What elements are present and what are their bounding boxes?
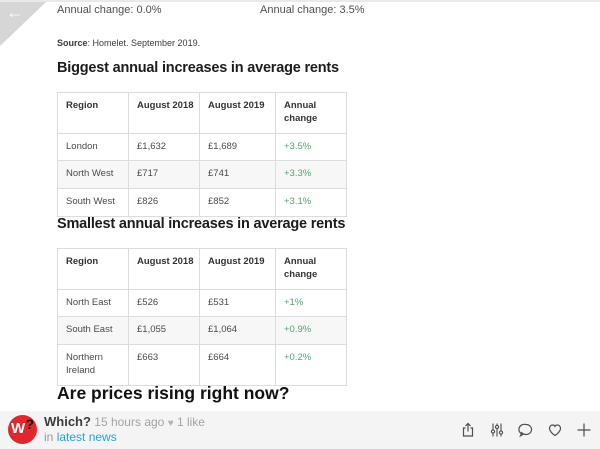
like-button[interactable]: [547, 422, 563, 438]
col-header-region: Region: [57, 92, 129, 134]
author-name[interactable]: Which?: [44, 414, 91, 429]
table-header-row: Region August 2018 August 2019 Annual ch…: [57, 248, 347, 290]
region-cell: North West: [57, 160, 129, 190]
region-cell: South West: [57, 188, 129, 218]
col-header-region: Region: [57, 248, 129, 290]
plus-icon: [577, 423, 591, 437]
table-row: South West £826 £852 +3.1%: [57, 188, 347, 218]
share-button[interactable]: [460, 422, 476, 438]
value-cell: £526: [128, 288, 200, 318]
change-cell: +0.9%: [275, 316, 347, 346]
like-heart-icon: ♥: [167, 418, 174, 429]
region-cell: Northern Ireland: [57, 344, 129, 386]
table-row: North West £717 £741 +3.3%: [57, 160, 347, 190]
article-footer-bar: W ? Which? 15 hours ago ♥ 1 like in late…: [0, 411, 600, 449]
section-heading-smallest: Smallest annual increases in average ren…: [57, 216, 346, 232]
change-cell: +0.2%: [275, 344, 347, 386]
change-cell: +3.5%: [275, 132, 347, 162]
in-label: in: [44, 430, 54, 444]
add-button[interactable]: [576, 422, 592, 438]
heart-outline-icon: [548, 424, 562, 437]
region-cell: North East: [57, 288, 129, 318]
back-button[interactable]: ←: [0, 2, 46, 46]
col-header-change: Annual change: [275, 92, 347, 134]
value-cell: £852: [199, 188, 276, 218]
smallest-increases-table: Region August 2018 August 2019 Annual ch…: [57, 248, 347, 386]
col-header-change: Annual change: [275, 248, 347, 290]
logo-w-letter: W: [11, 420, 26, 437]
value-cell: £741: [199, 160, 276, 190]
filter-sliders-button[interactable]: [489, 422, 505, 438]
back-arrow-icon: ←: [6, 2, 24, 22]
region-cell: South East: [57, 316, 129, 346]
source-note: Source: Homelet. September 2019.: [57, 38, 200, 48]
col-header-aug2018: August 2018: [128, 248, 200, 290]
category-link[interactable]: latest news: [56, 430, 117, 444]
footer-meta-line1: Which? 15 hours ago ♥ 1 like: [44, 414, 205, 429]
timestamp: 15 hours ago: [94, 415, 165, 429]
value-cell: £717: [128, 160, 200, 190]
table-row: North East £526 £531 +1%: [57, 288, 347, 318]
like-count: 1 like: [176, 415, 205, 429]
value-cell: £663: [128, 344, 200, 386]
table-header-row: Region August 2018 August 2019 Annual ch…: [57, 92, 347, 134]
footer-actions: [460, 422, 592, 438]
col-header-aug2019: August 2019: [199, 92, 276, 134]
table-row: South East £1,055 £1,064 +0.9%: [57, 316, 347, 346]
share-icon: [462, 422, 474, 437]
value-cell: £1,064: [199, 316, 276, 346]
change-cell: +3.3%: [275, 160, 347, 190]
table-row: London £1,632 £1,689 +3.5%: [57, 132, 347, 162]
source-text: : Homelet. September 2019.: [87, 38, 201, 48]
col-header-aug2019: August 2019: [199, 248, 276, 290]
annual-change-right-label: Annual change: 3.5%: [260, 4, 365, 16]
source-label: Source: [57, 38, 88, 48]
comment-icon: [518, 423, 533, 438]
table-row: Northern Ireland £663 £664 +0.2%: [57, 344, 347, 386]
value-cell: £1,689: [199, 132, 276, 162]
annual-change-left-label: Annual change: 0.0%: [57, 4, 162, 16]
value-cell: £531: [199, 288, 276, 318]
footer-meta-line2: in latest news: [44, 430, 117, 444]
which-logo-avatar[interactable]: W ?: [8, 415, 37, 444]
change-cell: +1%: [275, 288, 347, 318]
value-cell: £826: [128, 188, 200, 218]
change-cell: +3.1%: [275, 188, 347, 218]
comment-button[interactable]: [518, 422, 534, 438]
biggest-increases-table: Region August 2018 August 2019 Annual ch…: [57, 92, 347, 218]
section-heading-prices-rising: Are prices rising right now?: [57, 383, 290, 403]
region-cell: London: [57, 132, 129, 162]
logo-question-mark: ?: [25, 416, 34, 432]
value-cell: £1,632: [128, 132, 200, 162]
section-heading-biggest: Biggest annual increases in average rent…: [57, 60, 339, 76]
col-header-aug2018: August 2018: [128, 92, 200, 134]
sliders-icon: [490, 423, 504, 437]
value-cell: £1,055: [128, 316, 200, 346]
value-cell: £664: [199, 344, 276, 386]
